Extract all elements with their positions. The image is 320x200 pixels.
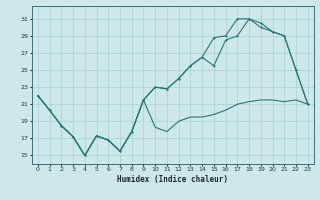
X-axis label: Humidex (Indice chaleur): Humidex (Indice chaleur) — [117, 175, 228, 184]
